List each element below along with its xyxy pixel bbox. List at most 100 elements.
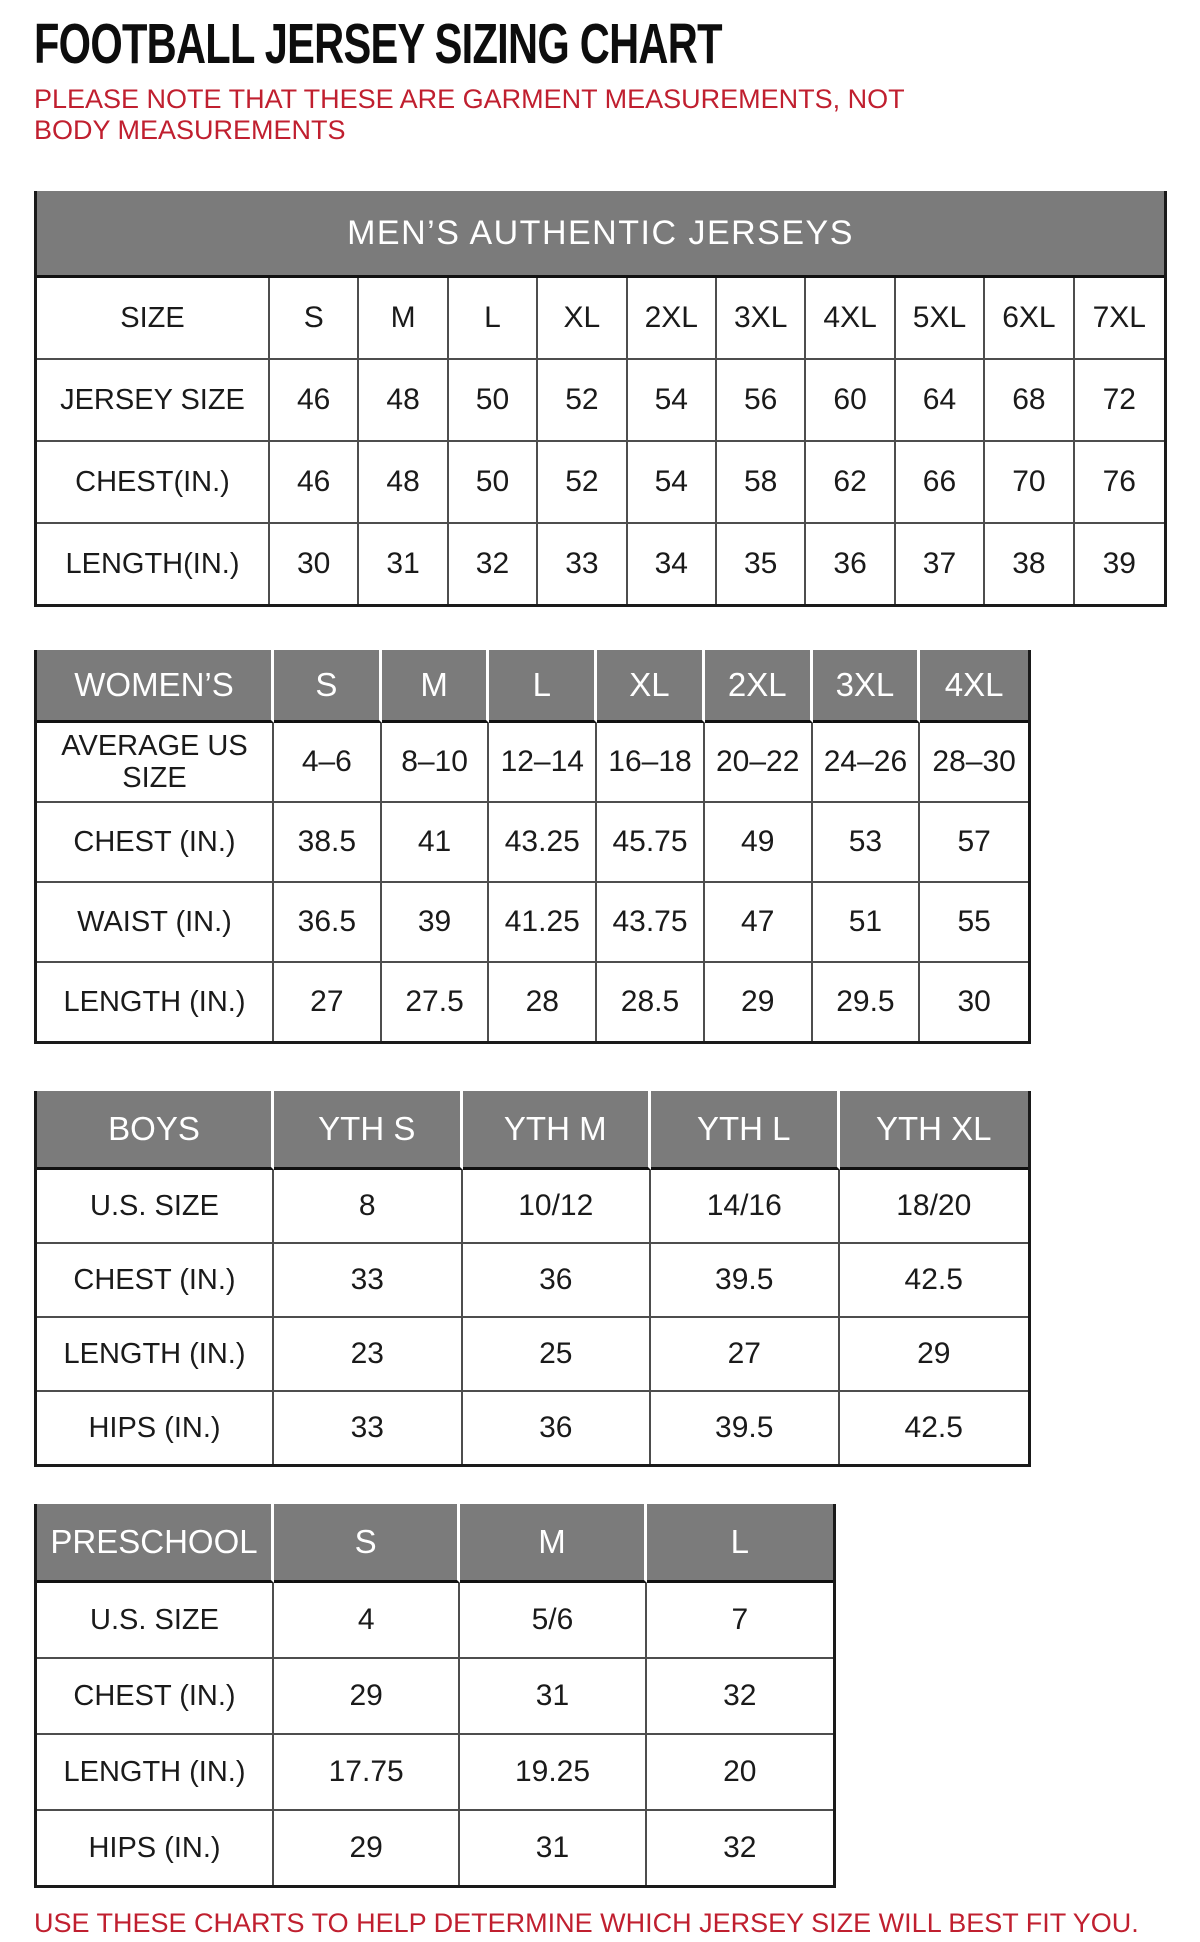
preschool-header-size-text: S <box>354 1523 377 1561</box>
womens-value-cell: 4–6 <box>274 723 382 804</box>
mens-value-cell: 76 <box>1074 442 1164 525</box>
mens-value-cell-text: 54 <box>654 465 688 499</box>
womens-value-cell-text: 43.75 <box>612 905 688 939</box>
boys-value-cell-text: 39.5 <box>715 1263 774 1297</box>
womens-header-size: 2XL <box>704 650 813 724</box>
mens-value-cell: 39 <box>1075 524 1164 604</box>
preschool-row-label: CHEST (IN.) <box>37 1659 274 1736</box>
womens-header-size: 4XL <box>920 650 1028 724</box>
preschool-value-cell: 29 <box>274 1811 461 1886</box>
boys-header-size: YTH S <box>274 1091 463 1171</box>
mens-value-cell-text: 4XL <box>823 301 877 335</box>
preschool-row-label: HIPS (IN.) <box>37 1811 274 1886</box>
mens-value-cell-text: M <box>390 301 416 335</box>
womens-value-cell-text: 53 <box>848 825 883 859</box>
mens-row-label-text: SIZE <box>120 302 185 335</box>
boys-value-cell-text: 27 <box>727 1337 761 1371</box>
preschool-value-cell-text: 5/6 <box>531 1603 574 1637</box>
mens-value-cell: 64 <box>895 360 986 443</box>
preschool-value-cell: 7 <box>646 1583 833 1660</box>
boys-value-cell-text: 10/12 <box>518 1189 594 1223</box>
womens-value-cell-text: 30 <box>957 985 991 1019</box>
mens-value-cell-text: S <box>303 301 324 335</box>
mens-value-cell-text: 68 <box>1012 383 1046 417</box>
garment-measurement-note: PLEASE NOTE THAT THESE ARE GARMENT MEASU… <box>34 83 905 146</box>
preschool-value-cell: 32 <box>646 1659 833 1736</box>
womens-value-cell: 47 <box>704 883 813 964</box>
boys-value-cell-text: 39.5 <box>715 1411 774 1445</box>
womens-value-cell-text: 41 <box>417 825 452 859</box>
mens-value-cell: L <box>448 278 539 361</box>
preschool-value-cell: 31 <box>460 1659 647 1736</box>
boys-jerseys-table: BOYS YTH S YTH M YTH L YTH XL U.S. SIZE 8 10/12… <box>34 1091 1031 1468</box>
mens-row-label-text: CHEST(IN.) <box>75 466 230 499</box>
mens-value-cell-text: XL <box>563 301 601 335</box>
womens-value-cell: 28.5 <box>597 963 705 1042</box>
womens-value-cell-text: 55 <box>957 905 991 939</box>
mens-value-cell: S <box>270 278 360 361</box>
preschool-value-cell-text: 31 <box>535 1679 570 1713</box>
preschool-value-cell-text: 32 <box>723 1831 757 1865</box>
boys-table-grid: BOYS YTH S YTH M YTH L YTH XL U.S. SIZE 8 10/12… <box>37 1091 1028 1465</box>
preschool-value-cell-text: 29 <box>349 1679 383 1713</box>
womens-value-cell: 28 <box>489 963 598 1042</box>
mens-row-label-text: LENGTH(IN.) <box>65 548 240 581</box>
womens-value-cell: 36.5 <box>274 883 382 964</box>
mens-value-cell: 46 <box>270 442 360 525</box>
preschool-value-cell-text: 17.75 <box>328 1755 404 1789</box>
mens-value-cell-text: 52 <box>565 383 599 417</box>
preschool-value-cell: 31 <box>460 1811 647 1886</box>
mens-value-cell-text: 36 <box>833 547 867 581</box>
mens-value-cell-text: 50 <box>475 383 510 417</box>
womens-row-label: CHEST (IN.) <box>37 803 274 884</box>
mens-value-cell: 36 <box>806 524 896 605</box>
preschool-value-cell-text: 7 <box>731 1603 749 1637</box>
mens-value-cell-text: 39 <box>1102 547 1136 581</box>
womens-header-size-text: M <box>420 666 448 704</box>
mens-value-cell: 3XL <box>717 278 807 361</box>
boys-value-cell-text: 14/16 <box>706 1189 782 1223</box>
mens-value-cell: 37 <box>896 524 986 605</box>
womens-value-cell: 43.25 <box>489 803 598 884</box>
mens-value-cell-text: 46 <box>297 465 331 499</box>
womens-value-cell-text: 57 <box>957 825 991 859</box>
boys-header-size-text: YTH M <box>503 1110 607 1148</box>
mens-value-cell: 35 <box>717 524 807 605</box>
womens-jerseys-table: WOMEN’S S M L XL 2XL 3XL 4XL AVERAGE US SIZE 4–6 8… <box>34 650 1031 1045</box>
mens-row-label: LENGTH(IN.) <box>37 524 270 605</box>
mens-value-cell: M <box>359 278 449 361</box>
womens-header-size-text: XL <box>629 666 670 704</box>
preschool-value-cell: 29 <box>274 1659 461 1736</box>
preschool-jerseys-table: PRESCHOOL S M L U.S. SIZE 4 5/6 7 CHEST (IN.) 29 3… <box>34 1504 836 1889</box>
womens-row-label-text: CHEST (IN.) <box>73 826 236 859</box>
mens-row-label: SIZE <box>37 278 270 361</box>
boys-row-label: CHEST (IN.) <box>37 1244 274 1319</box>
womens-value-cell-text: 28–30 <box>932 745 1016 779</box>
womens-value-cell: 41 <box>381 803 490 884</box>
preschool-table-grid: PRESCHOOL S M L U.S. SIZE 4 5/6 7 CHEST (IN.) 29 3… <box>37 1504 833 1886</box>
page-title: FOOTBALL JERSEY SIZING CHART <box>34 12 723 76</box>
preschool-value-cell: 20 <box>646 1735 833 1812</box>
womens-row-label: LENGTH (IN.) <box>37 963 274 1042</box>
mens-value-cell-text: 38 <box>1012 547 1046 581</box>
boys-header-size-text: YTH S <box>318 1110 416 1148</box>
womens-value-cell-text: 8–10 <box>401 745 468 779</box>
boys-value-cell: 42.5 <box>839 1244 1028 1319</box>
preschool-row-label-text: CHEST (IN.) <box>73 1680 236 1713</box>
womens-value-cell: 57 <box>920 803 1028 884</box>
mens-value-cell: 31 <box>359 524 449 605</box>
womens-header-label: WOMEN’S <box>37 650 274 724</box>
womens-value-cell: 27.5 <box>382 963 490 1042</box>
mens-value-cell-text: 72 <box>1102 383 1136 417</box>
boys-value-cell: 14/16 <box>651 1170 840 1245</box>
boys-value-cell-text: 23 <box>350 1337 384 1371</box>
mens-value-cell-text: 48 <box>386 465 420 499</box>
boys-header-size: YTH M <box>462 1091 651 1171</box>
womens-value-cell: 41.25 <box>489 883 598 964</box>
mens-value-cell: 4XL <box>806 278 896 361</box>
preschool-value-cell-text: 20 <box>723 1755 757 1789</box>
boys-header-size: YTH XL <box>839 1091 1028 1171</box>
boys-header-label: BOYS <box>37 1091 274 1171</box>
preschool-value-cell: 32 <box>647 1811 833 1885</box>
preschool-row-label: U.S. SIZE <box>37 1583 274 1660</box>
